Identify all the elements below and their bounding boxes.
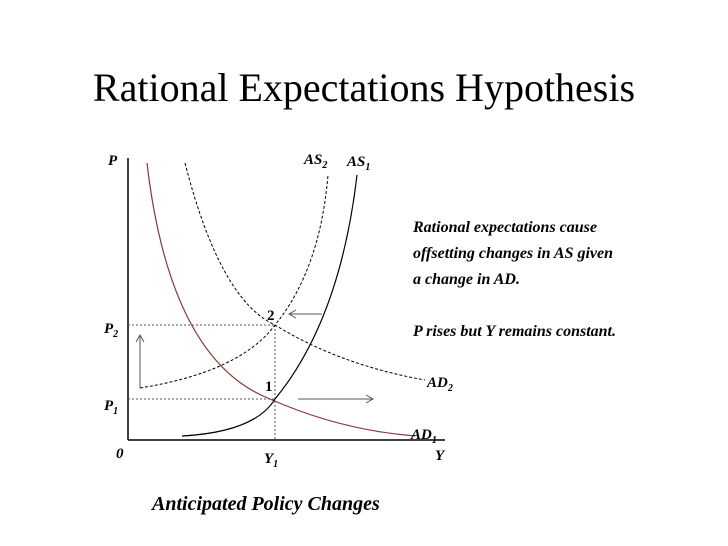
price-rise-arrow: [135, 333, 145, 388]
as1-label: AS1: [346, 154, 370, 173]
note-line: Rational expectations cause: [413, 219, 597, 236]
slide-title: Rational Expectations Hypothesis: [92, 65, 636, 110]
figure-caption: Anticipated Policy Changes: [152, 493, 380, 515]
as2-curve: [139, 174, 329, 389]
p2-label: P2: [104, 321, 118, 340]
as1-curve: [181, 174, 358, 437]
ad1-curve: [146, 162, 416, 437]
note-line: a change in AD.: [413, 271, 520, 288]
ad2-curve: [184, 162, 426, 381]
as-shift-arrow: [287, 309, 322, 319]
y-axis-label: P: [108, 153, 118, 169]
ad1-label: AD1: [410, 427, 437, 446]
note-line: offsetting changes in AS given: [413, 245, 614, 262]
y1-label: Y1: [264, 451, 278, 470]
as2-label: AS2: [303, 152, 327, 171]
explanation-note: Rational expectations cause offsetting c…: [413, 215, 713, 345]
x-axis-label: Y: [435, 448, 446, 464]
equilibrium-point-2-label: 2: [267, 308, 275, 324]
note-line: P rises but Y remains constant.: [413, 323, 616, 340]
equilibrium-point-1-label: 1: [265, 379, 273, 395]
ad-shift-arrow: [298, 394, 375, 404]
origin-label: 0: [116, 446, 124, 462]
ad2-label: AD2: [426, 375, 453, 394]
p1-label: P1: [104, 398, 118, 417]
